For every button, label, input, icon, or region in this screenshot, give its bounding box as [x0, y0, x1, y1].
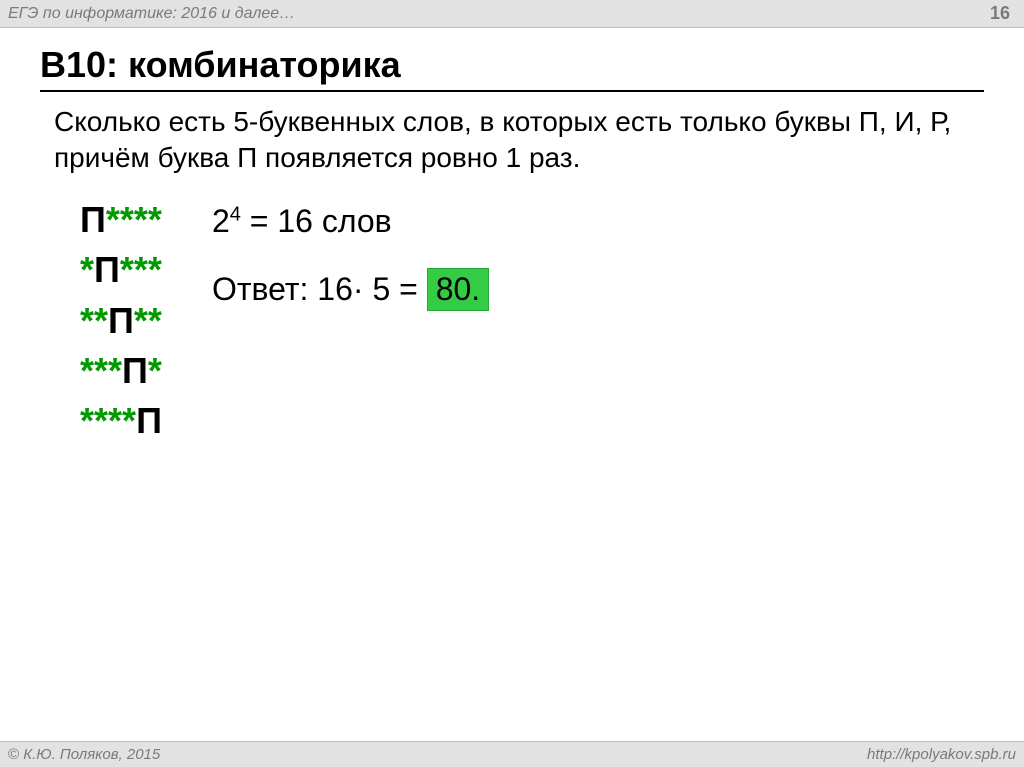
- calculation-line: 24 = 16 слов: [212, 203, 489, 240]
- pattern-asterisk: *: [122, 400, 136, 441]
- pattern-asterisk: *: [148, 300, 162, 341]
- header-title: ЕГЭ по информатике: 2016 и далее…: [8, 5, 295, 23]
- pattern-asterisk: *: [134, 300, 148, 341]
- pattern-letter: П: [94, 249, 120, 290]
- pattern-letter: П: [136, 400, 162, 441]
- pattern-line: ****П: [80, 396, 162, 446]
- pattern-asterisk: *: [148, 350, 162, 391]
- work-area: П*****П*****П*****П*****П 24 = 16 слов О…: [80, 195, 984, 447]
- pattern-asterisk: *: [148, 199, 162, 240]
- answer-mid: · 5 =: [353, 271, 427, 307]
- title-divider: [40, 90, 984, 92]
- pattern-asterisk: *: [80, 300, 94, 341]
- pattern-letter: П: [122, 350, 148, 391]
- page-number: 16: [990, 3, 1016, 24]
- copyright-text: К.Ю. Поляков, 2015: [19, 746, 160, 763]
- pattern-asterisk: *: [94, 350, 108, 391]
- pattern-asterisk: *: [108, 350, 122, 391]
- calc-base: 2: [212, 203, 230, 239]
- calculation-column: 24 = 16 слов Ответ: 16· 5 = 80.: [212, 195, 489, 447]
- pattern-asterisk: *: [134, 249, 148, 290]
- pattern-line: **П**: [80, 296, 162, 346]
- question-text: Сколько есть 5-буквенных слов, в которых…: [54, 104, 964, 177]
- pattern-asterisk: *: [106, 199, 120, 240]
- pattern-asterisk: *: [108, 400, 122, 441]
- pattern-asterisk: *: [120, 199, 134, 240]
- pattern-list: П*****П*****П*****П*****П: [80, 195, 162, 447]
- answer-line: Ответ: 16· 5 = 80.: [212, 268, 489, 311]
- pattern-line: *П***: [80, 245, 162, 295]
- pattern-letter: П: [108, 300, 134, 341]
- answer-label: Ответ: 16: [212, 271, 353, 307]
- pattern-line: П****: [80, 195, 162, 245]
- pattern-asterisk: *: [80, 350, 94, 391]
- copyright: © К.Ю. Поляков, 2015: [8, 746, 160, 763]
- slide-title: B10: комбинаторика: [40, 44, 984, 86]
- pattern-asterisk: *: [120, 249, 134, 290]
- pattern-asterisk: *: [134, 199, 148, 240]
- pattern-asterisk: *: [148, 249, 162, 290]
- slide-content: B10: комбинаторика Сколько есть 5-буквен…: [0, 28, 1024, 447]
- calc-exponent: 4: [230, 203, 241, 225]
- footer-url: http://kpolyakov.spb.ru: [867, 746, 1016, 763]
- pattern-asterisk: *: [94, 400, 108, 441]
- calc-result: = 16 слов: [241, 203, 392, 239]
- pattern-asterisk: *: [80, 400, 94, 441]
- pattern-asterisk: *: [94, 300, 108, 341]
- header-bar: ЕГЭ по информатике: 2016 и далее… 16: [0, 0, 1024, 28]
- pattern-asterisk: *: [80, 249, 94, 290]
- pattern-line: ***П*: [80, 346, 162, 396]
- pattern-letter: П: [80, 199, 106, 240]
- footer-bar: © К.Ю. Поляков, 2015 http://kpolyakov.sp…: [0, 741, 1024, 767]
- answer-result: 80.: [427, 268, 489, 311]
